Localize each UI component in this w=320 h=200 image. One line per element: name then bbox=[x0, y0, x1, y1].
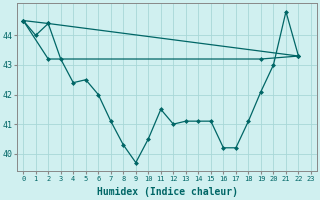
X-axis label: Humidex (Indice chaleur): Humidex (Indice chaleur) bbox=[97, 187, 237, 197]
